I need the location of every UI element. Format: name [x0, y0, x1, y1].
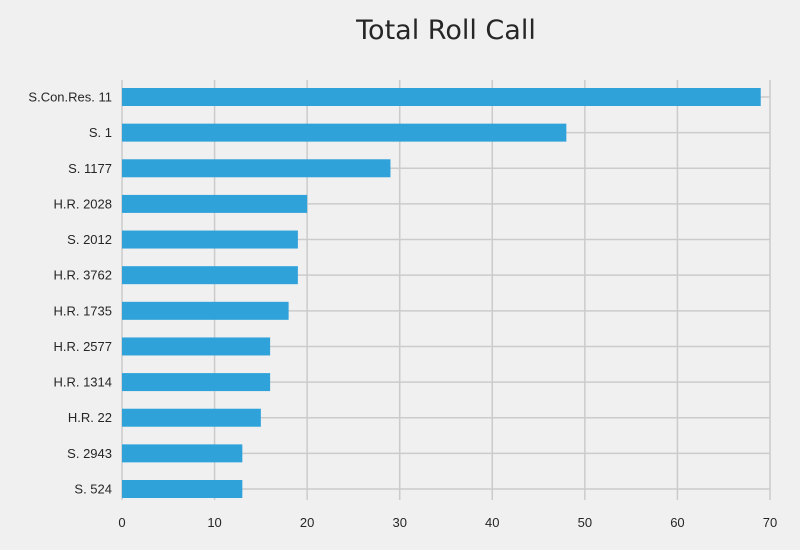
bar	[122, 123, 567, 142]
bar	[122, 301, 289, 320]
bar	[122, 230, 298, 249]
y-tick-label: H.R. 3762	[53, 268, 112, 283]
bar	[122, 480, 243, 498]
bar	[122, 444, 243, 463]
bar	[122, 159, 391, 178]
x-tick-label: 10	[207, 515, 221, 530]
bar	[122, 194, 308, 213]
x-tick-label: 40	[485, 515, 499, 530]
y-tick-label: S.Con.Res. 11	[28, 90, 112, 105]
x-tick-label: 0	[118, 515, 125, 530]
y-tick-label: H.R. 2028	[53, 196, 112, 211]
x-tick-label: 70	[763, 515, 777, 530]
x-tick-label: 50	[578, 515, 592, 530]
y-tick-label: H.R. 1735	[53, 303, 112, 318]
x-tick-label: 60	[670, 515, 684, 530]
x-tick-label: 30	[392, 515, 406, 530]
y-tick-label: S. 2943	[67, 446, 112, 461]
x-tick-label: 20	[300, 515, 314, 530]
bar	[122, 88, 761, 106]
bars	[122, 88, 761, 498]
bar	[122, 337, 271, 356]
y-tick-label: H.R. 1314	[53, 375, 112, 390]
chart-title: Total Roll Call	[355, 15, 536, 46]
y-tick-label: S. 2012	[67, 232, 112, 247]
y-tick-label: S. 1177	[68, 161, 112, 176]
bar	[122, 373, 271, 392]
y-tick-label: S. 524	[74, 482, 112, 497]
y-tick-label: H.R. 2577	[53, 339, 112, 354]
y-tick-labels: S.Con.Res. 11 S. 1 S. 1177 H.R. 2028 S. 2012…	[28, 90, 112, 497]
y-tick-label: S. 1	[89, 125, 112, 140]
bar	[122, 408, 261, 427]
x-tick-labels: 0 10 20 30 40 50 60 70	[118, 515, 777, 530]
bar	[122, 266, 298, 285]
y-tick-label: H.R. 22	[68, 410, 112, 425]
